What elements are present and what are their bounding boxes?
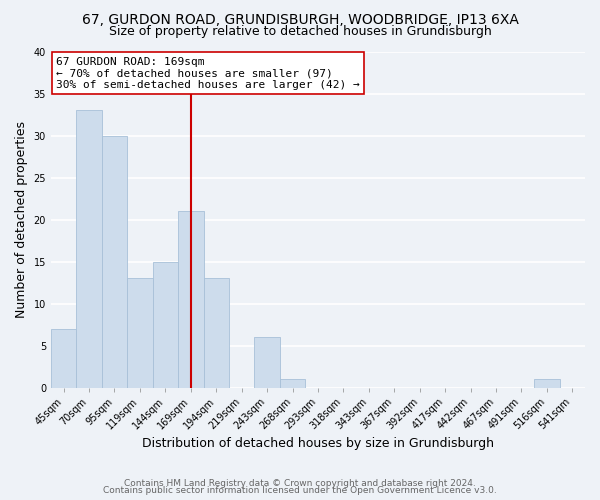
Bar (534, 379, 560, 388)
X-axis label: Distribution of detached houses by size in Grundisburgh: Distribution of detached houses by size … (142, 437, 494, 450)
Text: Contains public sector information licensed under the Open Government Licence v3: Contains public sector information licen… (103, 486, 497, 495)
Text: Contains HM Land Registry data © Crown copyright and database right 2024.: Contains HM Land Registry data © Crown c… (124, 478, 476, 488)
Text: 67 GURDON ROAD: 169sqm
← 70% of detached houses are smaller (97)
30% of semi-det: 67 GURDON ROAD: 169sqm ← 70% of detached… (56, 56, 360, 90)
Bar (203, 278, 229, 388)
Text: 67, GURDON ROAD, GRUNDISBURGH, WOODBRIDGE, IP13 6XA: 67, GURDON ROAD, GRUNDISBURGH, WOODBRIDG… (82, 12, 518, 26)
Bar (152, 262, 178, 388)
Text: Size of property relative to detached houses in Grundisburgh: Size of property relative to detached ho… (109, 25, 491, 38)
Y-axis label: Number of detached properties: Number of detached properties (15, 121, 28, 318)
Bar (178, 211, 203, 388)
Bar (76, 110, 102, 388)
Bar (280, 379, 305, 388)
Bar (102, 136, 127, 388)
Bar (127, 278, 152, 388)
Bar (254, 337, 280, 388)
Bar (51, 329, 76, 388)
